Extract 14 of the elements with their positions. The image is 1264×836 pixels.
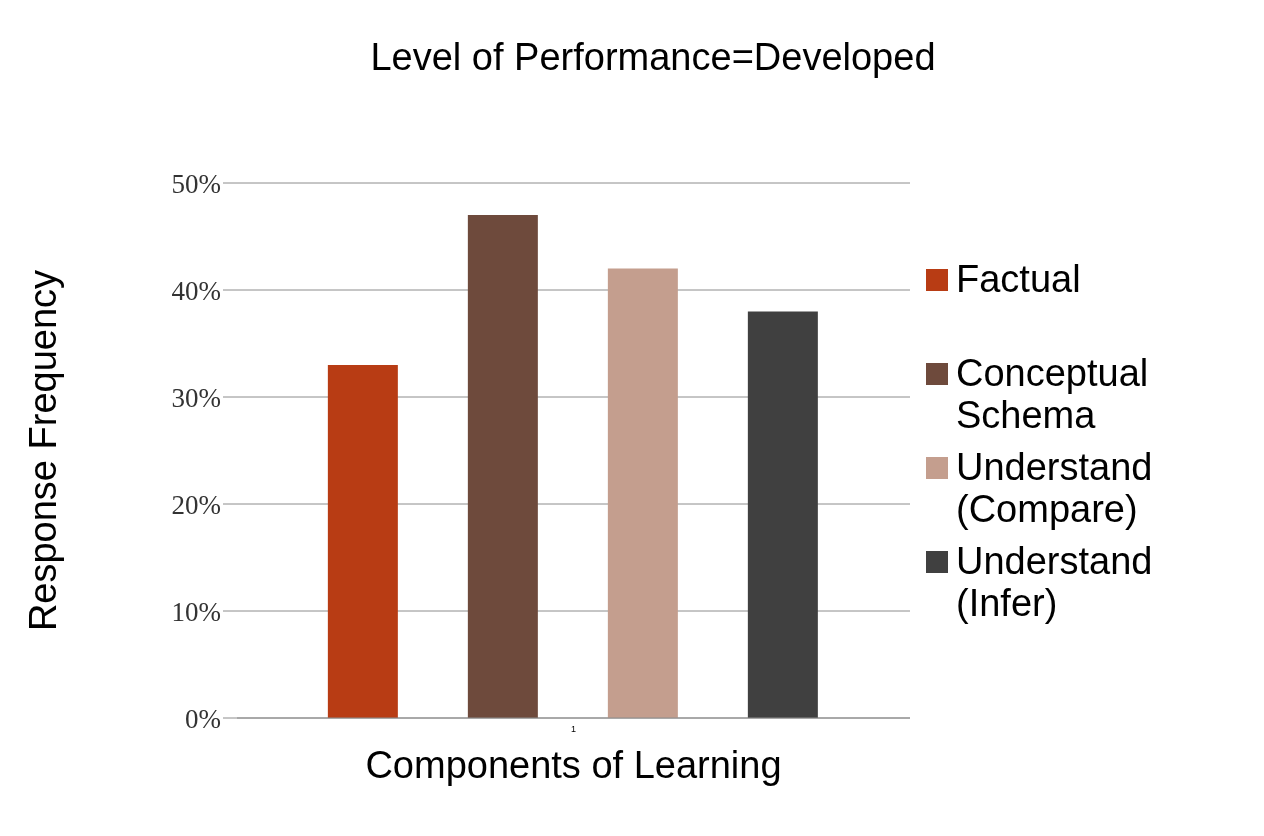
y-tick-label: 10%: [171, 596, 221, 627]
y-tick-label: 40%: [171, 275, 221, 306]
y-tick-label: 20%: [171, 489, 221, 520]
x-axis-title: Components of Learning: [365, 744, 782, 786]
y-axis-title: Response Frequency: [22, 269, 65, 632]
x-tick-label: 1: [570, 724, 577, 735]
chart-title: Level of Performance=Developed: [369, 36, 937, 79]
y-tick-label: 50%: [171, 168, 221, 199]
legend-label: Understand (Infer): [956, 540, 1154, 624]
legend-label: Understand (Compare): [956, 446, 1154, 530]
y-tick-label: 30%: [171, 382, 221, 413]
y-tick-label: 0%: [185, 703, 221, 734]
legend-label: Factual: [956, 258, 1082, 300]
legend-label: Conceptual Schema: [956, 352, 1150, 436]
